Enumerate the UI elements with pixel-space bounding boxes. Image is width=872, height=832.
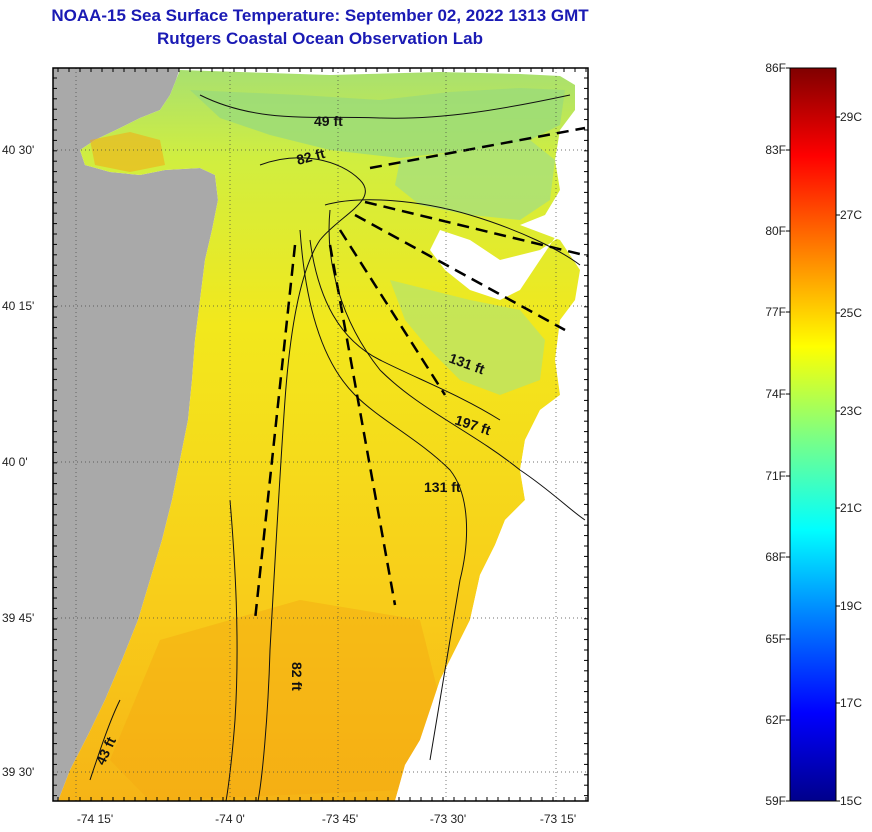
lat-label: 40 15' bbox=[2, 299, 35, 313]
cool-water-patch-east bbox=[395, 140, 555, 220]
no-data-region bbox=[430, 200, 588, 300]
colorbar-celsius-label: 27C bbox=[840, 208, 863, 222]
lat-label: 40 30' bbox=[2, 143, 35, 157]
colorbar-fahrenheit-label: 80F bbox=[765, 224, 786, 238]
cool-water-patch-canyon bbox=[390, 280, 545, 395]
land-region bbox=[53, 68, 218, 801]
lat-label: 40 0' bbox=[2, 455, 28, 469]
bathymetry-contours bbox=[89, 94, 586, 801]
colorbar-fahrenheit-label: 86F bbox=[765, 61, 786, 75]
colorbar bbox=[789, 67, 837, 802]
colorbar-celsius-label: 17C bbox=[840, 696, 863, 710]
contour-label: 131 ft bbox=[424, 479, 461, 495]
map-title: NOAA-15 Sea Surface Temperature: Septemb… bbox=[51, 6, 589, 25]
map-frame bbox=[52, 67, 589, 802]
no-data-region-se bbox=[395, 380, 588, 801]
lon-label: -73 45' bbox=[321, 812, 359, 826]
lat-label: 39 45' bbox=[2, 611, 35, 625]
contour-label: 82 ft bbox=[289, 662, 305, 691]
colorbar-fahrenheit-label: 62F bbox=[765, 713, 786, 727]
colorbar-fahrenheit-label: 74F bbox=[765, 387, 786, 401]
colorbar-celsius-label: 25C bbox=[840, 306, 863, 320]
lat-label: 39 30' bbox=[2, 765, 35, 779]
colorbar-celsius-label: 19C bbox=[840, 599, 863, 613]
axis-ticks bbox=[53, 68, 588, 801]
colorbar-fahrenheit-label: 83F bbox=[765, 143, 786, 157]
lon-label: -74 0' bbox=[215, 812, 245, 826]
map-area: 49 ft 82 ft 131 ft 197 ft 131 ft 82 ft 4… bbox=[53, 68, 588, 801]
warm-water-south bbox=[110, 600, 440, 801]
colorbar-ticks bbox=[786, 67, 840, 802]
colorbar-fahrenheit-label: 59F bbox=[765, 794, 786, 808]
lon-label: -73 30' bbox=[429, 812, 467, 826]
contour-label: 82 ft bbox=[295, 145, 327, 168]
transect-lines bbox=[253, 126, 588, 621]
colorbar-celsius-label: 21C bbox=[840, 501, 863, 515]
contour-label: 49 ft bbox=[314, 113, 343, 129]
colorbar-celsius-label: 29C bbox=[840, 110, 863, 124]
lon-label: -73 15' bbox=[539, 812, 577, 826]
colorbar-fahrenheit-label: 71F bbox=[765, 469, 786, 483]
colorbar-fahrenheit-label: 68F bbox=[765, 550, 786, 564]
colorbar-fahrenheit-label: 65F bbox=[765, 632, 786, 646]
map-subtitle: Rutgers Coastal Ocean Observation Lab bbox=[157, 29, 483, 48]
warm-water-patch bbox=[90, 132, 165, 172]
lon-label: -74 15' bbox=[76, 812, 114, 826]
colorbar-celsius-label: 15C bbox=[840, 794, 863, 808]
cool-water-patch bbox=[190, 88, 565, 158]
colorbar-celsius-label: 23C bbox=[840, 404, 863, 418]
colorbar-fahrenheit-label: 77F bbox=[765, 305, 786, 319]
